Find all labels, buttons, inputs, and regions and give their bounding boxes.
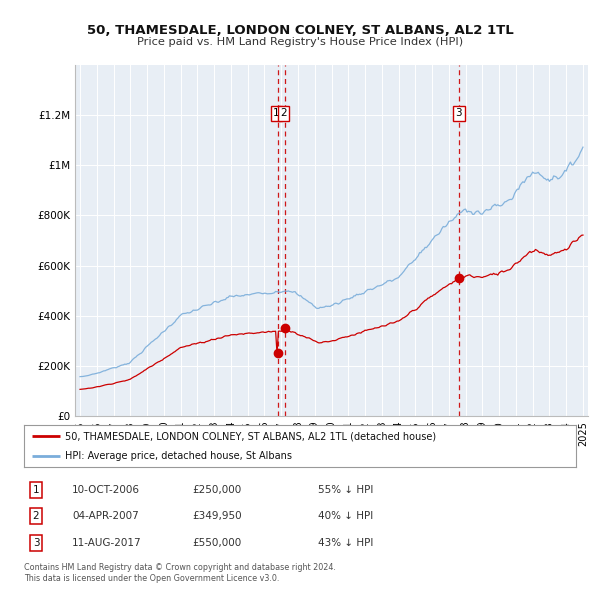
Text: 10-OCT-2006: 10-OCT-2006: [72, 485, 140, 494]
Text: 1: 1: [273, 109, 280, 119]
Text: 3: 3: [32, 538, 40, 548]
Text: Contains HM Land Registry data © Crown copyright and database right 2024.: Contains HM Land Registry data © Crown c…: [24, 563, 336, 572]
Text: 1: 1: [32, 485, 40, 494]
Text: 50, THAMESDALE, LONDON COLNEY, ST ALBANS, AL2 1TL: 50, THAMESDALE, LONDON COLNEY, ST ALBANS…: [86, 24, 514, 37]
Text: £550,000: £550,000: [192, 538, 241, 548]
Text: 40% ↓ HPI: 40% ↓ HPI: [318, 512, 373, 521]
Text: 11-AUG-2017: 11-AUG-2017: [72, 538, 142, 548]
Text: 50, THAMESDALE, LONDON COLNEY, ST ALBANS, AL2 1TL (detached house): 50, THAMESDALE, LONDON COLNEY, ST ALBANS…: [65, 431, 437, 441]
Text: 04-APR-2007: 04-APR-2007: [72, 512, 139, 521]
Text: £250,000: £250,000: [192, 485, 241, 494]
Text: HPI: Average price, detached house, St Albans: HPI: Average price, detached house, St A…: [65, 451, 292, 461]
Text: 2: 2: [280, 109, 287, 119]
Text: 3: 3: [455, 109, 462, 119]
Text: 55% ↓ HPI: 55% ↓ HPI: [318, 485, 373, 494]
Text: £349,950: £349,950: [192, 512, 242, 521]
Text: 2: 2: [32, 512, 40, 521]
Text: 43% ↓ HPI: 43% ↓ HPI: [318, 538, 373, 548]
Text: Price paid vs. HM Land Registry's House Price Index (HPI): Price paid vs. HM Land Registry's House …: [137, 37, 463, 47]
Text: This data is licensed under the Open Government Licence v3.0.: This data is licensed under the Open Gov…: [24, 574, 280, 583]
